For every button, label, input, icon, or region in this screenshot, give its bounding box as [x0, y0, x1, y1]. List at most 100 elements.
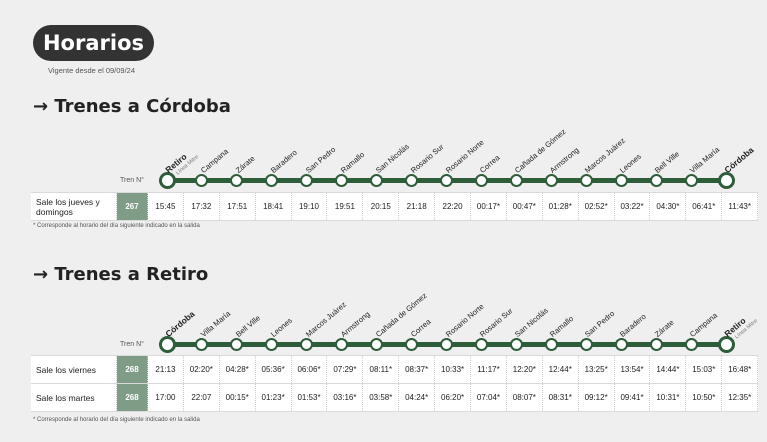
- train-number: 268: [116, 355, 148, 384]
- departure-time: 00:17*: [470, 192, 507, 221]
- station-label: Zárate: [234, 154, 257, 175]
- station-name: Villa María: [688, 145, 722, 175]
- station-node: [579, 337, 593, 351]
- station-name: Zárate: [653, 317, 676, 339]
- page-title: Horarios: [33, 25, 154, 61]
- departure-time: 03:16*: [326, 383, 364, 412]
- station-name: Correa: [478, 153, 503, 175]
- train-number-label: Tren N°: [120, 341, 144, 348]
- departure-days: Sale los martes: [31, 383, 117, 412]
- station-label: Campana: [688, 311, 719, 339]
- station-node: [474, 337, 488, 351]
- departure-time: 02:52*: [578, 192, 615, 221]
- station-node: [717, 171, 735, 189]
- station-label: San Pedro: [304, 145, 337, 175]
- station-label: Rosario Sur: [409, 142, 445, 175]
- station-label: Campana: [199, 147, 230, 175]
- table-row: Sale los jueves y domingos 267 15:45 17:32 1…: [31, 192, 759, 221]
- schedule-table: Sale los jueves y domingos 267 15:45 17:32 1…: [31, 192, 759, 221]
- station-node: [370, 173, 384, 187]
- departure-days: Sale los viernes: [31, 355, 117, 384]
- station-label: Zárate: [653, 318, 676, 339]
- departure-time: 03:58*: [362, 383, 400, 412]
- station-node: [579, 173, 593, 187]
- station-name: Leones: [618, 151, 644, 175]
- station-name: Villa María: [198, 309, 233, 339]
- departure-time: 04:30*: [649, 192, 687, 221]
- validity-date: Vigente desde el 09/09/24: [48, 66, 136, 75]
- station-name: Armstrong: [548, 145, 581, 175]
- station-node: [649, 173, 663, 187]
- station-label: Córdoba: [163, 308, 197, 339]
- station-label: Ramallo: [548, 314, 575, 339]
- departure-time: 16:48*: [721, 355, 759, 384]
- departure-time: 15:45: [147, 192, 184, 221]
- station-label: Ramallo: [339, 150, 366, 175]
- departure-time: 15:03*: [685, 355, 723, 384]
- departure-time: 13:54*: [614, 355, 651, 384]
- station-name: Rosario Sur: [478, 306, 515, 339]
- station-label: Bell Ville: [653, 149, 681, 175]
- departure-time: 06:41*: [685, 192, 723, 221]
- station-node: [649, 337, 663, 351]
- schedule-table: Sale los viernes 268 21:13 02:20* 04:28* 05:3…: [31, 355, 759, 412]
- station-name: Baradero: [268, 147, 299, 175]
- station-node: [405, 173, 419, 187]
- departure-time: 07:29*: [326, 355, 364, 384]
- station-name: Córdoba: [163, 308, 197, 339]
- station-name: San Nicolás: [513, 305, 551, 339]
- station-label: Leones: [269, 316, 294, 339]
- departure-time: 19:10: [291, 192, 328, 221]
- departure-time: 22:07: [183, 383, 220, 412]
- station-label: Armstrong: [548, 145, 581, 174]
- departure-time: 10:50*: [685, 383, 723, 412]
- station-name: Córdoba: [722, 144, 756, 175]
- station-name: Leones: [268, 315, 294, 339]
- station-node: [405, 337, 419, 351]
- station-label: Correa: [478, 153, 502, 175]
- departure-time: 19:51: [326, 192, 364, 221]
- table-row: Sale los martes 268 17:00 22:07 00:15* 01:23*…: [31, 383, 759, 412]
- station-name: Zárate: [233, 153, 257, 175]
- train-number-label: Tren N°: [120, 177, 144, 184]
- station-node: [614, 337, 628, 351]
- station-label: San Pedro: [583, 309, 616, 339]
- train-number: 268: [116, 383, 148, 412]
- footnote: * Corresponde al horario del día siguien…: [33, 417, 200, 423]
- station-name: Campana: [688, 310, 720, 339]
- train-number: 267: [116, 192, 148, 221]
- section-title: → Trenes a Córdoba: [33, 96, 231, 117]
- station-label: Armstrong: [339, 309, 372, 338]
- station-name: Baradero: [618, 311, 648, 339]
- station-node: [717, 335, 735, 353]
- departure-time: 13:25*: [578, 355, 615, 384]
- station-name: Ramallo: [548, 314, 576, 339]
- station-label: Correa: [409, 317, 433, 339]
- station-name: San Nicolás: [373, 141, 411, 175]
- departure-time: 21:13: [147, 355, 184, 384]
- station-node: [614, 173, 628, 187]
- departure-time: 06:06*: [291, 355, 328, 384]
- station-node: [684, 173, 698, 187]
- station-node: [474, 173, 488, 187]
- station-node: [684, 337, 698, 351]
- station-label: Córdoba: [722, 144, 756, 175]
- station-node: [509, 173, 523, 187]
- station-label: Villa María: [688, 145, 721, 175]
- station-node: [335, 337, 349, 351]
- station-node: [370, 337, 384, 351]
- departure-time: 12:44*: [542, 355, 579, 384]
- departure-time: 11:43*: [721, 192, 759, 221]
- departure-time: 00:47*: [506, 192, 543, 221]
- departure-time: 08:37*: [398, 355, 436, 384]
- departure-time: 09:41*: [614, 383, 651, 412]
- station-label: Baradero: [618, 312, 648, 339]
- departure-time: 06:20*: [434, 383, 472, 412]
- departure-time: 08:11*: [362, 355, 400, 384]
- station-node: [158, 171, 176, 189]
- departure-time: 07:04*: [470, 383, 507, 412]
- departure-time: 03:22*: [614, 192, 651, 221]
- departure-time: 09:12*: [578, 383, 615, 412]
- station-name: San Pedro: [583, 308, 617, 339]
- departure-time: 01:53*: [291, 383, 328, 412]
